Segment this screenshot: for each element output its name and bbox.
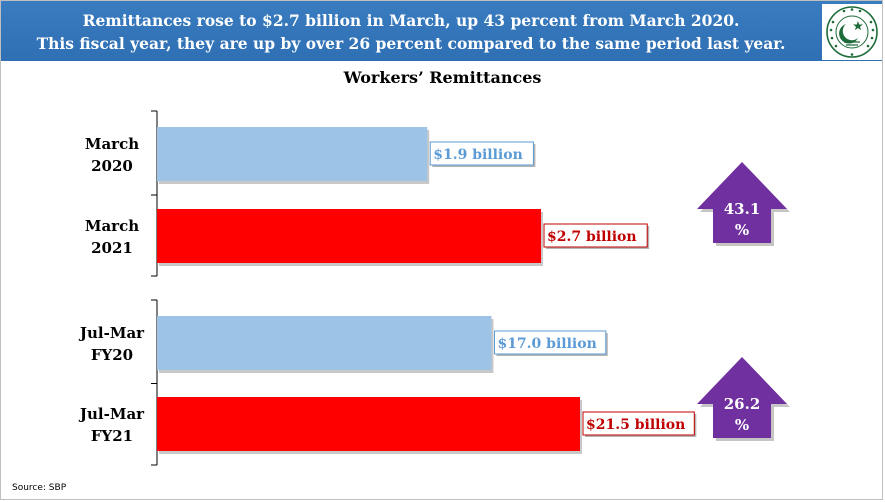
value-label-box (493, 330, 607, 355)
headline-line-1: Remittances rose to $2.7 billion in Marc… (82, 11, 740, 30)
category-label: FY20 (91, 346, 133, 364)
value-label: $1.9 billion (433, 147, 523, 163)
change-arrow-up-icon (697, 162, 787, 243)
headline-banner: Remittances rose to $2.7 billion in Marc… (1, 1, 882, 61)
bar-current (157, 209, 541, 263)
category-label: March (85, 135, 139, 153)
value-label: $2.7 billion (547, 229, 637, 245)
value-label: $21.5 billion (586, 417, 685, 433)
change-percent-sign: % (735, 221, 749, 239)
category-label: 2021 (91, 239, 133, 257)
value-label-box (429, 141, 534, 166)
change-percent-value: 43.1 (724, 200, 761, 218)
chart-title: Workers’ Remittances (343, 68, 542, 87)
bar-prior (157, 316, 492, 370)
category-label: 2020 (91, 157, 133, 175)
value-label-box (543, 223, 648, 248)
bar-prior (157, 127, 428, 181)
headline-line-2: This fiscal year, they are up by over 26… (36, 34, 786, 53)
category-label: Jul-Mar (78, 324, 145, 342)
change-percent-value: 26.2 (724, 395, 761, 413)
change-percent-sign: % (735, 416, 749, 434)
category-label: Jul-Mar (78, 405, 145, 423)
category-label: March (85, 217, 139, 235)
value-label: $17.0 billion (497, 336, 596, 352)
bar-current (157, 397, 580, 451)
category-label: FY21 (91, 427, 133, 445)
value-label-box (582, 411, 695, 436)
source-note: Source: SBP (12, 483, 67, 493)
sbp-seal-icon (826, 6, 878, 58)
sbp-logo (822, 4, 882, 60)
change-arrow-up-icon (697, 357, 787, 438)
